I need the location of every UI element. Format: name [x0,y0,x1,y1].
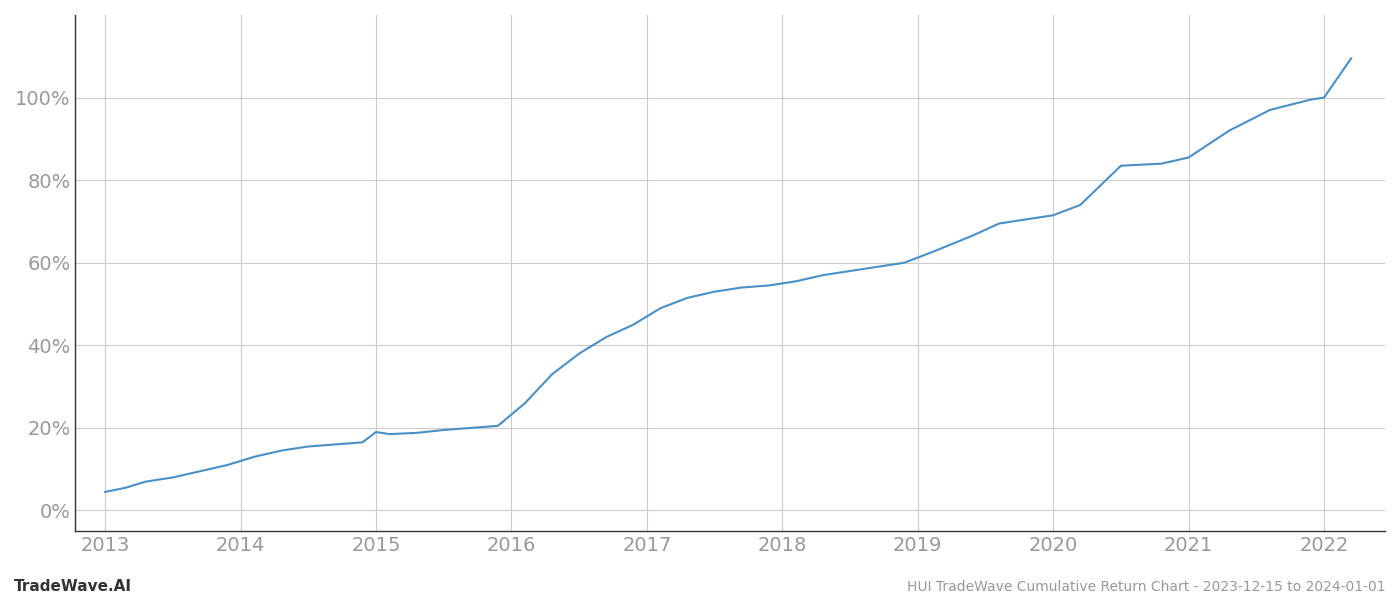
Text: TradeWave.AI: TradeWave.AI [14,579,132,594]
Text: HUI TradeWave Cumulative Return Chart - 2023-12-15 to 2024-01-01: HUI TradeWave Cumulative Return Chart - … [907,580,1386,594]
